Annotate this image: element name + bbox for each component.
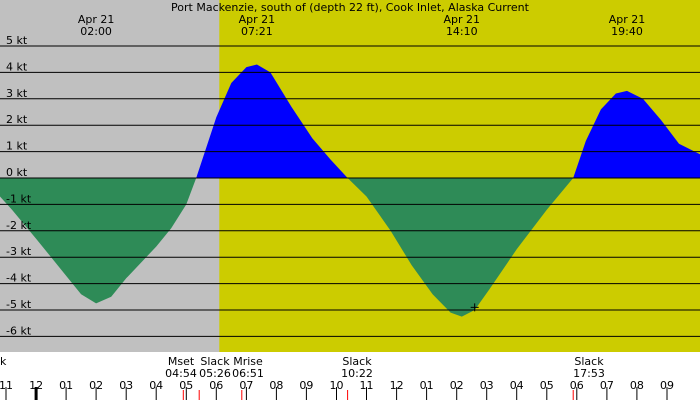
ebb-area	[0, 178, 700, 317]
y-tick-label: -1 kt	[6, 192, 32, 205]
event-time-label: 10:22	[341, 367, 373, 380]
x-tick-label: 11	[360, 379, 374, 392]
event-time-label: 05:26	[199, 367, 231, 380]
night-background	[0, 0, 220, 352]
x-tick-label: 08	[269, 379, 283, 392]
x-tick-label: 01	[420, 379, 434, 392]
marker-layer	[470, 303, 479, 312]
y-tick-label: -6 kt	[6, 324, 32, 337]
x-tick-label: 12	[29, 379, 43, 392]
y-tick-label: -2 kt	[6, 219, 32, 232]
x-tick-label: 03	[480, 379, 494, 392]
y-tick-label: -4 kt	[6, 272, 32, 285]
y-tick-label: 1 kt	[6, 140, 28, 153]
x-tick-label: 07	[239, 379, 253, 392]
event-labels: Mset04:54Slack05:26Mrise06:51Slack10:22S…	[165, 355, 605, 380]
grid-layer	[0, 45, 700, 337]
y-tick-label: 3 kt	[6, 87, 28, 100]
y-tick-label: 0 kt	[6, 166, 28, 179]
event-name-label: Mrise	[233, 355, 263, 368]
x-tick-label: 05	[179, 379, 193, 392]
y-tick-label: -5 kt	[6, 298, 32, 311]
flood-area	[0, 64, 700, 178]
x-tick-label: 06	[570, 379, 584, 392]
x-tick-layer: 11 12 01 02 03 04 05 06 07 08 09 10 11 12 01 02 03 04 05 06…	[0, 379, 674, 400]
x-tick-label: 04	[149, 379, 163, 392]
x-tick-label: 10	[330, 379, 344, 392]
event-name-label: Slack	[200, 355, 230, 368]
extreme-time-label: 02:00	[80, 25, 112, 38]
x-tick-label: 12	[390, 379, 404, 392]
x-tick-label: 03	[119, 379, 133, 392]
x-tick-label: 05	[540, 379, 554, 392]
extreme-date-label: Apr 21	[78, 13, 115, 26]
y-tick-labels: 5 kt 4 kt 3 kt 2 kt 1 kt 0 kt -1 kt -2 kt -3 kt -…	[6, 34, 32, 337]
y-tick-label: 2 kt	[6, 113, 28, 126]
left-edge-partial-label: k	[0, 355, 7, 368]
extreme-date-label: Apr 21	[609, 13, 646, 26]
x-tick-label: 01	[59, 379, 73, 392]
x-tick-label: 09	[660, 379, 674, 392]
y-tick-label: 4 kt	[6, 60, 28, 73]
chart-title: Port Mackenzie, south of (depth 22 ft), …	[171, 1, 530, 14]
extreme-date-label: Apr 21	[239, 13, 276, 26]
extreme-time-label: 14:10	[446, 25, 478, 38]
event-time-label: 04:54	[165, 367, 197, 380]
event-time-label: 06:51	[232, 367, 264, 380]
x-tick-label: 04	[510, 379, 524, 392]
x-tick-label: 11	[0, 379, 13, 392]
event-name-label: Slack	[342, 355, 372, 368]
x-tick-label: 08	[630, 379, 644, 392]
current-area-layer	[0, 64, 700, 317]
extreme-time-label: 19:40	[611, 25, 643, 38]
axis-strip	[0, 352, 700, 400]
extreme-time-label: 07:21	[241, 25, 273, 38]
event-name-label: Slack	[574, 355, 604, 368]
event-name-label: Mset	[168, 355, 195, 368]
x-tick-label: 09	[299, 379, 313, 392]
x-tick-label: 02	[89, 379, 103, 392]
y-tick-label: 5 kt	[6, 34, 28, 47]
x-tick-label: 07	[600, 379, 614, 392]
x-tick-label: 06	[209, 379, 223, 392]
extreme-date-label: Apr 21	[444, 13, 481, 26]
event-time-label: 17:53	[573, 367, 605, 380]
y-tick-label: -3 kt	[6, 245, 32, 258]
x-tick-label: 02	[450, 379, 464, 392]
